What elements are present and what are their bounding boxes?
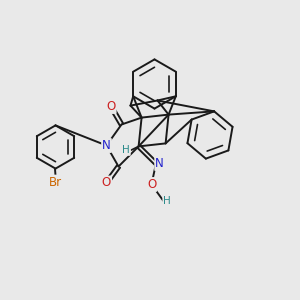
Text: O: O xyxy=(147,178,156,191)
Text: H: H xyxy=(122,145,130,155)
Text: N: N xyxy=(102,139,111,152)
Text: O: O xyxy=(106,100,116,113)
Text: H: H xyxy=(163,196,171,206)
Text: N: N xyxy=(155,157,164,170)
Text: Br: Br xyxy=(49,176,62,189)
Text: O: O xyxy=(102,176,111,190)
